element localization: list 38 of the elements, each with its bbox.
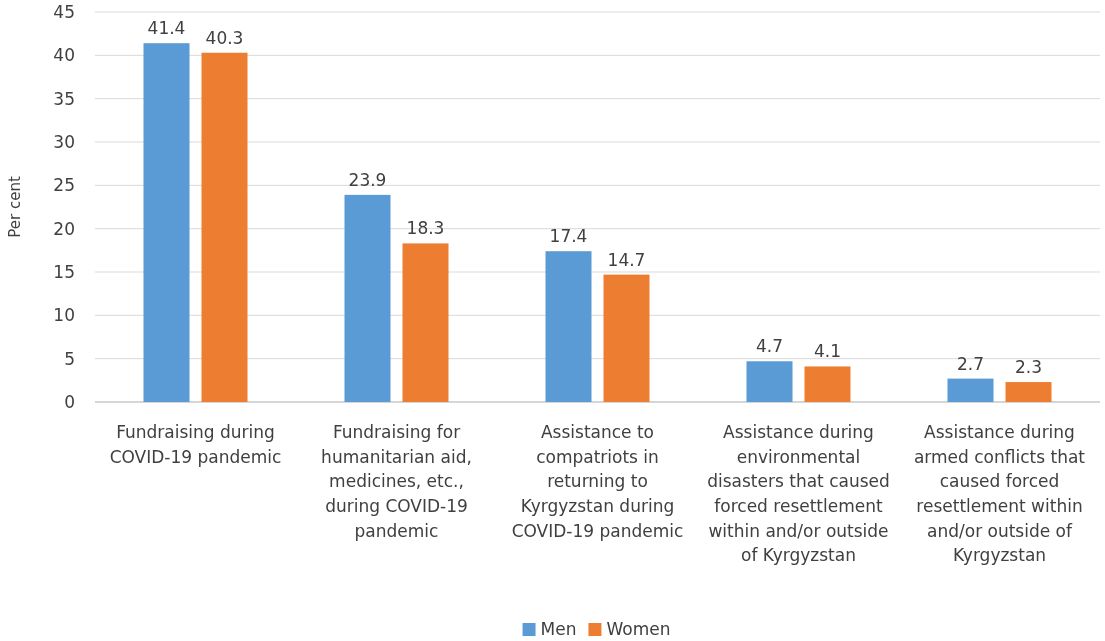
y-tick-label: 35 <box>53 88 75 109</box>
y-tick-label: 5 <box>64 348 75 369</box>
y-tick-label: 30 <box>53 131 75 152</box>
data-label: 2.7 <box>956 353 985 374</box>
y-tick-label: 20 <box>53 218 75 239</box>
bar <box>804 366 851 402</box>
data-label: 14.7 <box>607 249 646 270</box>
x-tick-label: Assistance to compatriots in returning to Kyrgyzstan during COVID-19 pandemic <box>511 422 684 541</box>
y-tick-label: 40 <box>53 45 75 66</box>
bar <box>143 43 190 402</box>
bar <box>603 274 650 402</box>
bar <box>746 361 793 402</box>
x-tick-label: Fundraising during COVID-19 pandemic <box>109 422 282 467</box>
data-label: 2.3 <box>1014 357 1043 378</box>
y-tick-label: 25 <box>53 175 75 196</box>
x-tick-label: Fundraising for humanitarian aid, medicines, etc., during COVID-19 pandemic <box>321 422 472 541</box>
data-label: 23.9 <box>348 169 387 190</box>
legend-label: Men <box>540 619 577 639</box>
data-label: 40.3 <box>205 27 244 48</box>
data-label: 17.4 <box>549 226 588 247</box>
data-label: 18.3 <box>406 218 445 239</box>
data-label: 41.4 <box>147 18 186 39</box>
y-tick-label: 0 <box>64 391 75 412</box>
y-tick-label: 10 <box>53 305 75 326</box>
data-label: 4.7 <box>755 336 784 357</box>
legend-label: Women <box>606 619 671 639</box>
x-tick-label: Assistance during armed conflicts that caused forced resettlement within and/or outside of Kyrgyzstan <box>913 422 1086 566</box>
x-tick-label: Assistance during environmental disasters that caused forced resettlement within and/or outside of Kyrgyzstan <box>707 422 890 566</box>
y-axis-title: Per cent <box>6 176 24 238</box>
bar <box>545 251 592 402</box>
y-tick-label: 15 <box>53 261 75 282</box>
bar <box>201 52 248 402</box>
bar <box>1005 382 1052 402</box>
y-tick-label: 45 <box>53 1 75 22</box>
bar <box>947 378 994 402</box>
data-label: 4.1 <box>813 341 842 362</box>
bar <box>402 243 449 402</box>
bar <box>344 194 391 402</box>
